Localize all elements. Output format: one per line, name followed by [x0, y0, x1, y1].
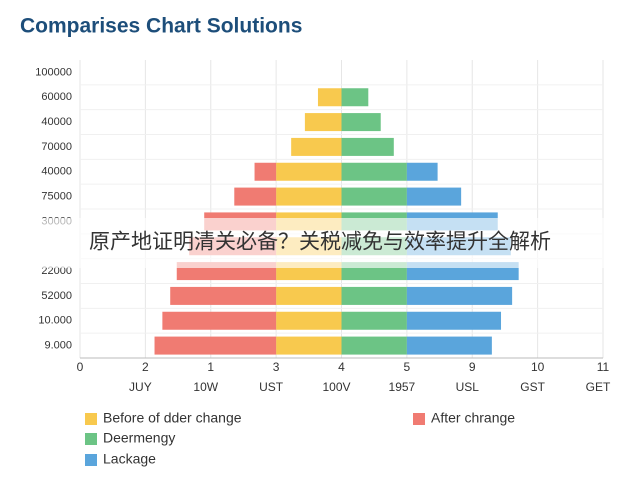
- bar-segment: [341, 336, 407, 355]
- x-sublabel: 1957: [389, 380, 416, 394]
- bar-segment: [170, 286, 277, 305]
- bar-segment: [276, 311, 342, 330]
- x-sublabel: UST: [259, 380, 284, 394]
- bar-segment: [341, 187, 407, 206]
- bar-segment: [341, 162, 407, 181]
- bar-segment: [406, 311, 502, 330]
- x-tick-label: 0: [77, 360, 84, 374]
- bar-segment: [304, 113, 342, 132]
- overlay-band: [0, 218, 640, 268]
- bar-segment: [276, 336, 342, 355]
- bar-segment: [406, 187, 462, 206]
- x-sublabel: JUY: [129, 380, 152, 394]
- bar-segment: [276, 162, 342, 181]
- x-sublabel: USL: [456, 380, 480, 394]
- bar-segment: [276, 187, 342, 206]
- x-tick-label: 3: [273, 360, 280, 374]
- legend-label: Deermengy: [103, 430, 175, 446]
- bar-segment: [341, 286, 407, 305]
- bar-segment: [341, 311, 407, 330]
- y-tick-label: 100000: [35, 66, 72, 78]
- x-sublabel: 10W: [193, 380, 218, 394]
- x-tick-label: 2: [142, 360, 149, 374]
- x-tick-label: 9: [469, 360, 476, 374]
- legend-label: After chrange: [431, 410, 515, 426]
- bar-segment: [291, 137, 342, 156]
- bar-segment: [317, 88, 342, 107]
- x-sublabel: GET: [586, 380, 611, 394]
- x-sublabel: GST: [520, 380, 545, 394]
- legend-swatch: [85, 433, 97, 445]
- x-tick-label: 5: [404, 360, 411, 374]
- bar-segment: [341, 113, 381, 132]
- legend-label: Lackage: [103, 451, 156, 467]
- legend-swatch: [413, 413, 425, 425]
- x-tick-label: 11: [597, 360, 610, 374]
- y-tick-label: 9.000: [44, 339, 72, 351]
- bar-segment: [406, 336, 492, 355]
- y-tick-label: 10.000: [38, 315, 72, 327]
- bar-segment: [341, 88, 369, 107]
- legend-swatch: [85, 454, 97, 466]
- x-tick-label: 10: [531, 360, 545, 374]
- bar-segment: [234, 187, 277, 206]
- x-tick-label: 1: [207, 360, 214, 374]
- y-tick-label: 40000: [41, 116, 72, 128]
- bar-segment: [341, 137, 394, 156]
- bar-segment: [406, 162, 438, 181]
- x-sublabel: 100V: [322, 380, 350, 394]
- chart-title: Comparises Chart Solutions: [20, 15, 302, 38]
- bar-segment: [154, 336, 277, 355]
- legend-swatch: [85, 413, 97, 425]
- y-tick-label: 40000: [41, 166, 72, 178]
- y-tick-label: 60000: [41, 91, 72, 103]
- bar-segment: [254, 162, 277, 181]
- y-tick-label: 75000: [41, 190, 72, 202]
- y-tick-label: 70000: [41, 141, 72, 153]
- legend-label: Before of dder change: [103, 410, 242, 426]
- overlay-text: 原产地证明清关必备？关税减免与效率提升全解析: [89, 231, 551, 254]
- bar-segment: [406, 286, 513, 305]
- bar-segment: [162, 311, 277, 330]
- bar-segment: [276, 286, 342, 305]
- y-tick-label: 52000: [41, 290, 72, 302]
- x-tick-label: 4: [338, 360, 345, 374]
